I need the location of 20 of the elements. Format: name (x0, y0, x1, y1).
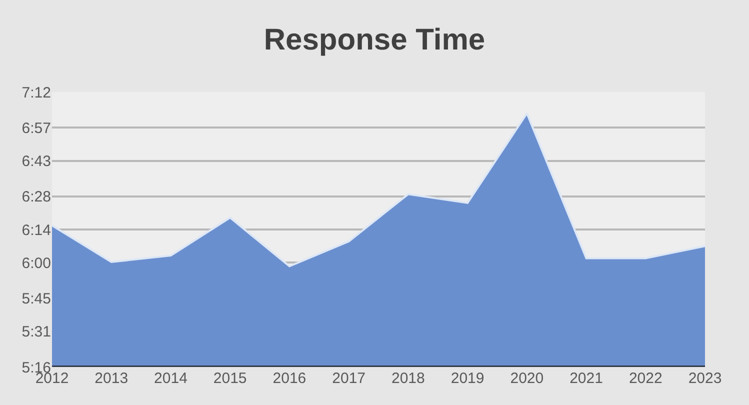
y-tick-label: 5:45 (22, 290, 51, 308)
x-tick-label: 2017 (332, 370, 366, 387)
y-tick-label: 6:14 (22, 222, 51, 239)
y-tick-label: 6:00 (22, 254, 51, 272)
y-tick-label: 5:31 (22, 324, 51, 341)
chart-title: Response Time (264, 23, 486, 56)
y-tick-label: 6:28 (22, 188, 51, 206)
y-tick-label: 6:43 (22, 153, 51, 170)
y-tick-label: 6:57 (22, 120, 51, 137)
x-tick-label: 2021 (570, 370, 603, 387)
x-tick-label: 2019 (450, 370, 484, 387)
x-tick-label: 2014 (154, 370, 188, 387)
x-tick-label: 2023 (688, 370, 722, 387)
y-tick-label: 7:12 (22, 84, 51, 102)
x-tick-label: 2013 (94, 370, 128, 387)
x-tick-label: 2022 (628, 370, 662, 387)
x-tick-label: 2015 (213, 370, 247, 387)
x-tick-label: 2016 (272, 370, 306, 387)
x-tick-label: 2020 (510, 370, 544, 387)
x-tick-label: 2018 (391, 370, 425, 387)
